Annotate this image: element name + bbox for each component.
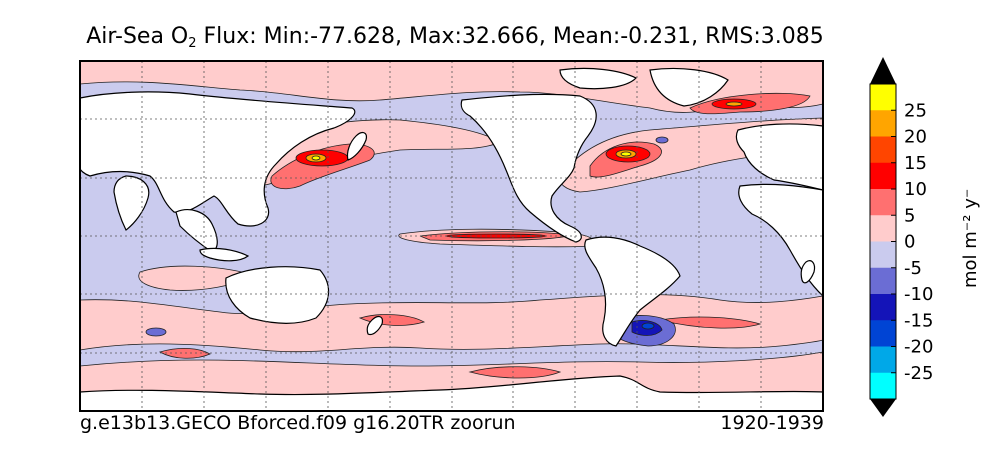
land-new-zealand	[366, 315, 383, 336]
colorbar-tick-label: -10	[904, 284, 933, 305]
colorbar-segment	[870, 294, 896, 321]
period-label: 1920-1939	[720, 412, 824, 434]
colorbar-tick-label: -25	[904, 363, 933, 384]
land-eurasia	[79, 91, 356, 227]
colorbar-segment	[870, 162, 896, 190]
colorbar-tick-label: 15	[904, 153, 927, 174]
colorbar-segment	[870, 320, 896, 347]
colorbar-segment	[870, 267, 896, 295]
kuroshio-hotspot-core	[311, 155, 321, 161]
title-subscript: 2	[188, 36, 197, 51]
colorbar-extend-max	[870, 57, 896, 84]
southern-moderate-2	[468, 366, 562, 379]
map-frame	[79, 60, 824, 412]
colorbar-tick-label: -5	[904, 258, 922, 279]
land-australia	[225, 266, 330, 324]
colorbar-label-box: mol m⁻² y⁻¹	[960, 188, 981, 288]
land-madagascar	[800, 260, 816, 284]
colorbar-segment	[870, 372, 896, 400]
land-south-america	[584, 236, 681, 347]
land-india	[113, 175, 150, 231]
gulf-stream-hotspot-core	[620, 151, 632, 157]
high-positive-regions	[295, 98, 757, 239]
land-europe	[735, 123, 824, 191]
land-greenland	[649, 67, 729, 107]
colorbar-tick-label: -15	[904, 310, 933, 331]
colorbar-tick-label: 0	[904, 232, 915, 253]
colorbar-tick-label: 10	[904, 179, 927, 200]
title-prefix: Air-Sea O	[86, 24, 189, 49]
colorbar-tick-label: 25	[904, 100, 927, 121]
southern-indian-negative	[145, 327, 167, 337]
land-maritime-continent	[199, 247, 250, 262]
labrador-hotspot-core	[725, 101, 743, 107]
land-north-america	[460, 93, 597, 243]
chart-title: Air-Sea O2 Flux: Min:-77.628, Max:32.666…	[0, 24, 910, 51]
colorbar-tick-label: 5	[904, 205, 915, 226]
colorbar-segments	[869, 57, 897, 417]
colorbar-segment	[870, 110, 896, 137]
land	[79, 67, 824, 412]
colorbar-extend-min	[870, 399, 896, 417]
colorbar-segment	[870, 346, 896, 374]
title-suffix: Flux: Min:-77.628, Max:32.666, Mean:-0.2…	[196, 24, 824, 49]
run-name-label: g.e13b13.GECO Bforced.f09 g16.20TR zooru…	[80, 412, 516, 434]
colorbar-tick-label: 20	[904, 127, 927, 148]
land-southeast-asia	[175, 209, 218, 253]
sw-atlantic-negative-core	[641, 322, 655, 330]
southern-moderate-3	[659, 316, 762, 329]
colorbar-segment	[870, 215, 896, 242]
colorbar-ticks: 25 20 15 10 5 0 -5 -10 -15 -20 -25	[891, 100, 933, 384]
land-canadian-arctic	[559, 67, 638, 90]
colorbar-label: mol m⁻² y⁻¹	[960, 188, 981, 288]
colorbar-segment	[870, 84, 896, 111]
colorbar-segment	[870, 241, 896, 269]
colorbar-tick-label: -20	[904, 337, 933, 358]
colorbar-segment	[870, 136, 896, 164]
north-atlantic-negative	[655, 136, 669, 144]
colorbar-segment	[870, 189, 896, 216]
land-japan	[346, 131, 367, 161]
map-gridlines	[80, 61, 823, 411]
